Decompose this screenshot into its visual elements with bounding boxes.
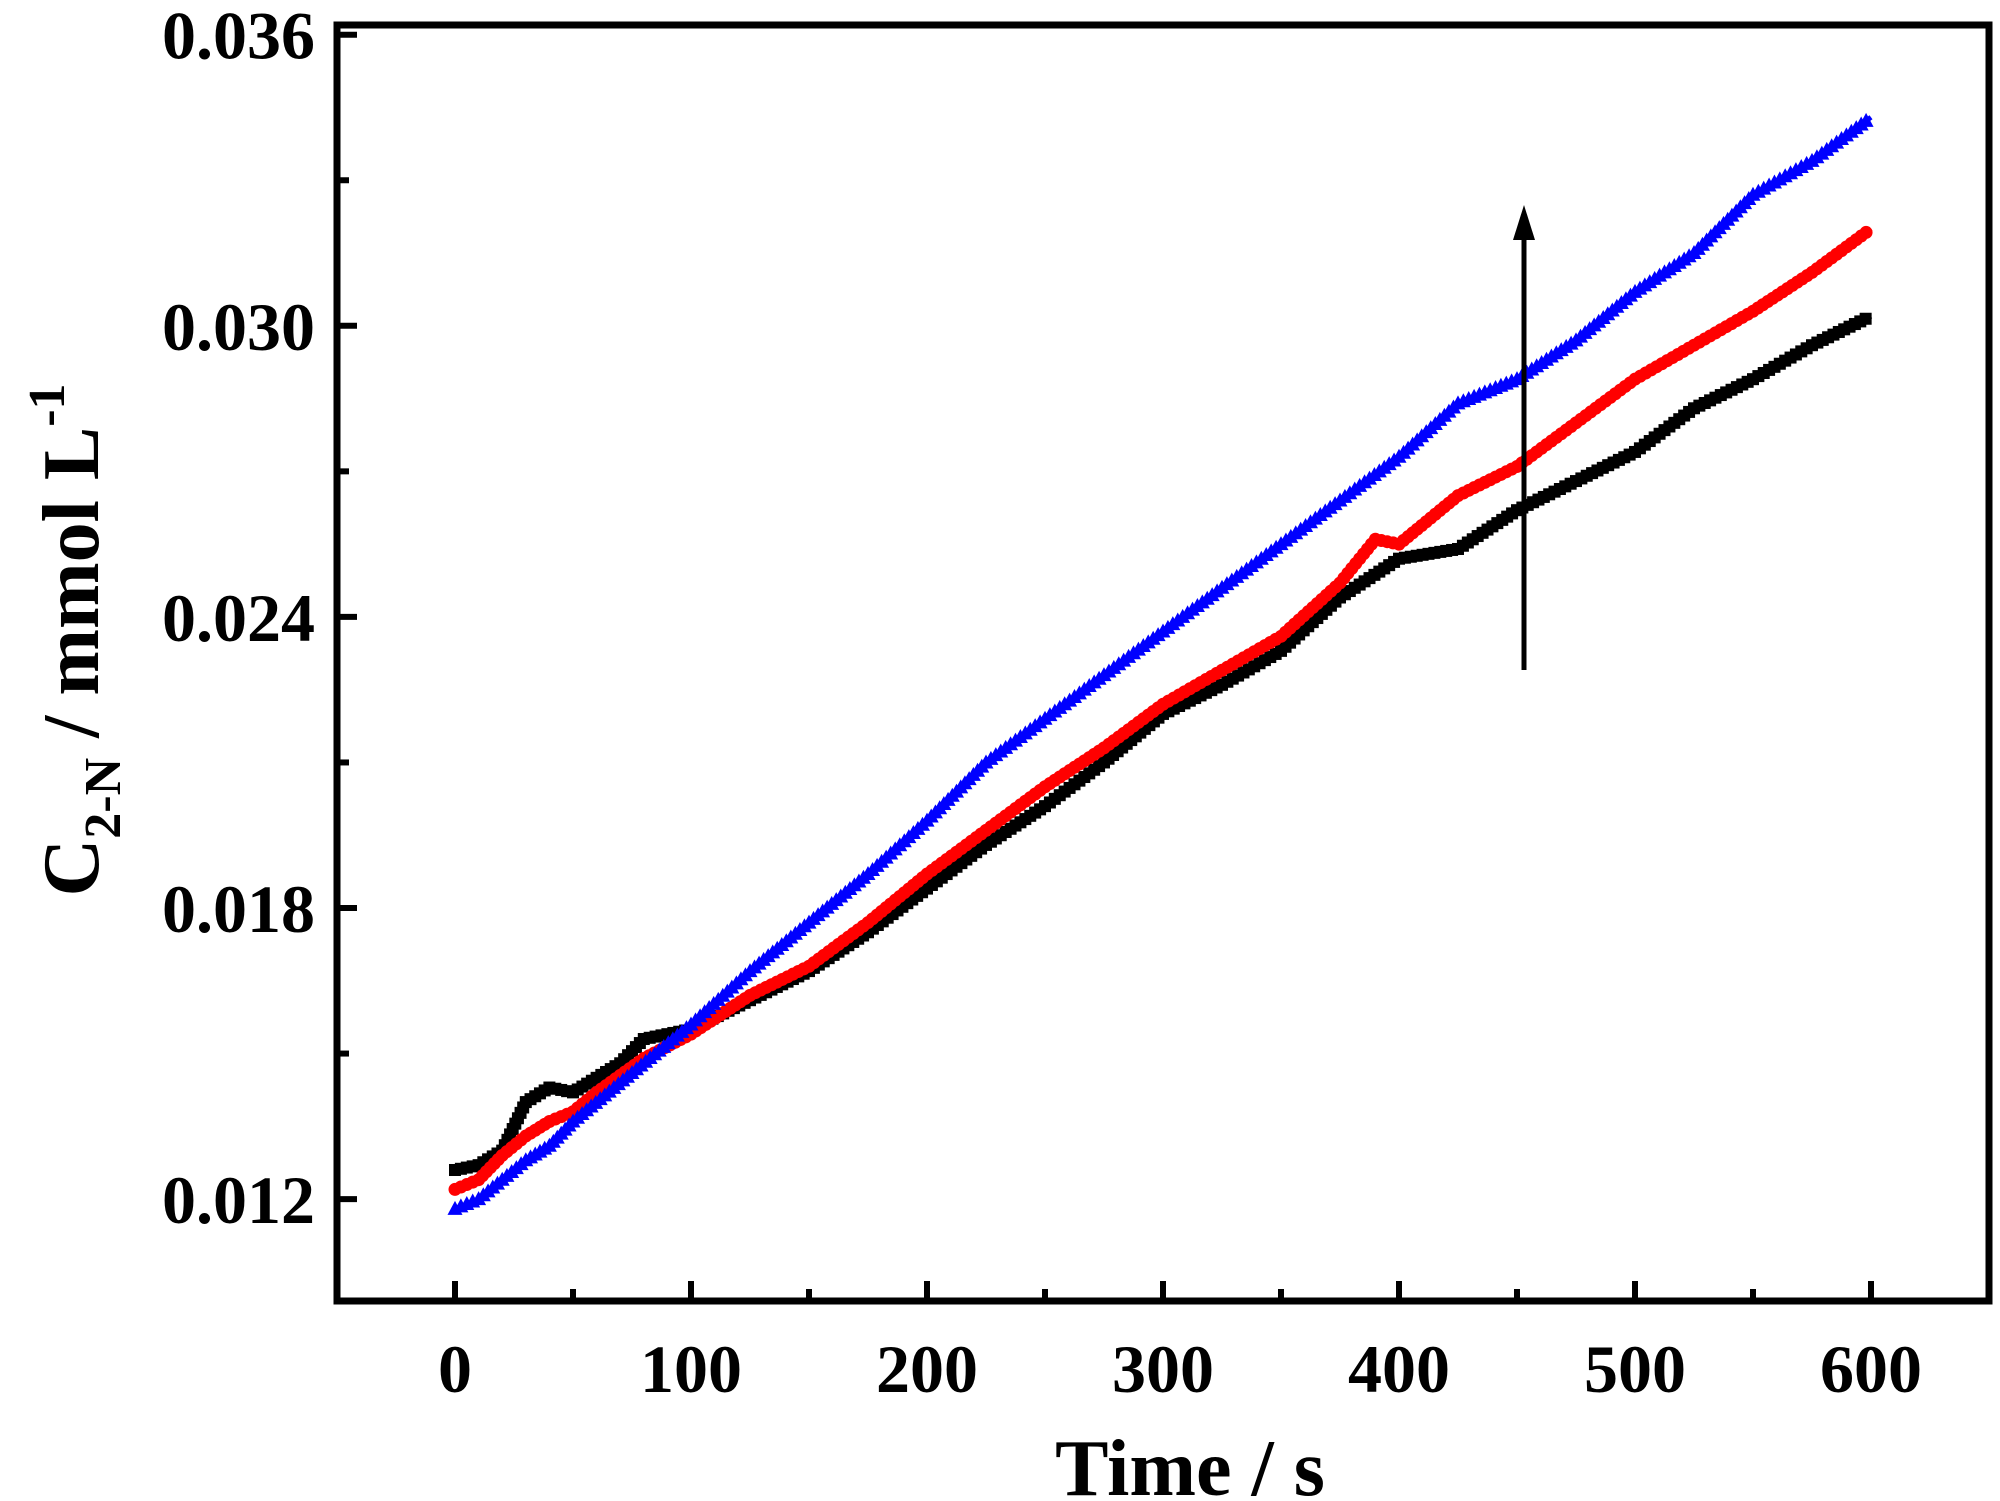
x-tick-label: 400 bbox=[1348, 1331, 1450, 1407]
y-tick-label: 0.024 bbox=[162, 580, 315, 656]
x-tick-label: 600 bbox=[1820, 1331, 1922, 1407]
y-axis-title-subscript: 2-N bbox=[75, 758, 132, 839]
data-point bbox=[1858, 112, 1874, 127]
y-tick-label: 0.018 bbox=[162, 871, 315, 947]
x-tick-label: 500 bbox=[1584, 1331, 1686, 1407]
trend-arrow bbox=[1513, 205, 1535, 670]
series-2 bbox=[447, 112, 1874, 1215]
y-axis-title-unit: / mmol L bbox=[28, 427, 116, 758]
y-axis-title-symbol: C bbox=[28, 839, 116, 897]
x-tick-label: 200 bbox=[876, 1331, 978, 1407]
y-tick-label: 0.036 bbox=[162, 0, 315, 74]
x-axis-title: Time / s bbox=[1055, 1425, 1325, 1501]
y-axis-title-superscript: -1 bbox=[19, 383, 76, 426]
y-axis: 0.012 0.018 0.024 0.030 0.036 bbox=[162, 0, 357, 1238]
data-series bbox=[447, 112, 1874, 1215]
y-axis-title: C2-N / mmol L-1 bbox=[19, 383, 132, 896]
x-tick-label: 100 bbox=[640, 1331, 742, 1407]
y-tick-label: 0.012 bbox=[162, 1162, 315, 1238]
series-1 bbox=[448, 225, 1873, 1196]
data-point bbox=[1859, 312, 1872, 325]
trend-arrow-head bbox=[1513, 205, 1535, 240]
x-tick-label: 0 bbox=[438, 1331, 472, 1407]
x-axis: 0 100 200 300 400 500 600 bbox=[438, 1281, 1922, 1407]
y-tick-label: 0.030 bbox=[162, 289, 315, 365]
x-tick-label: 300 bbox=[1112, 1331, 1214, 1407]
data-point bbox=[1859, 225, 1873, 239]
